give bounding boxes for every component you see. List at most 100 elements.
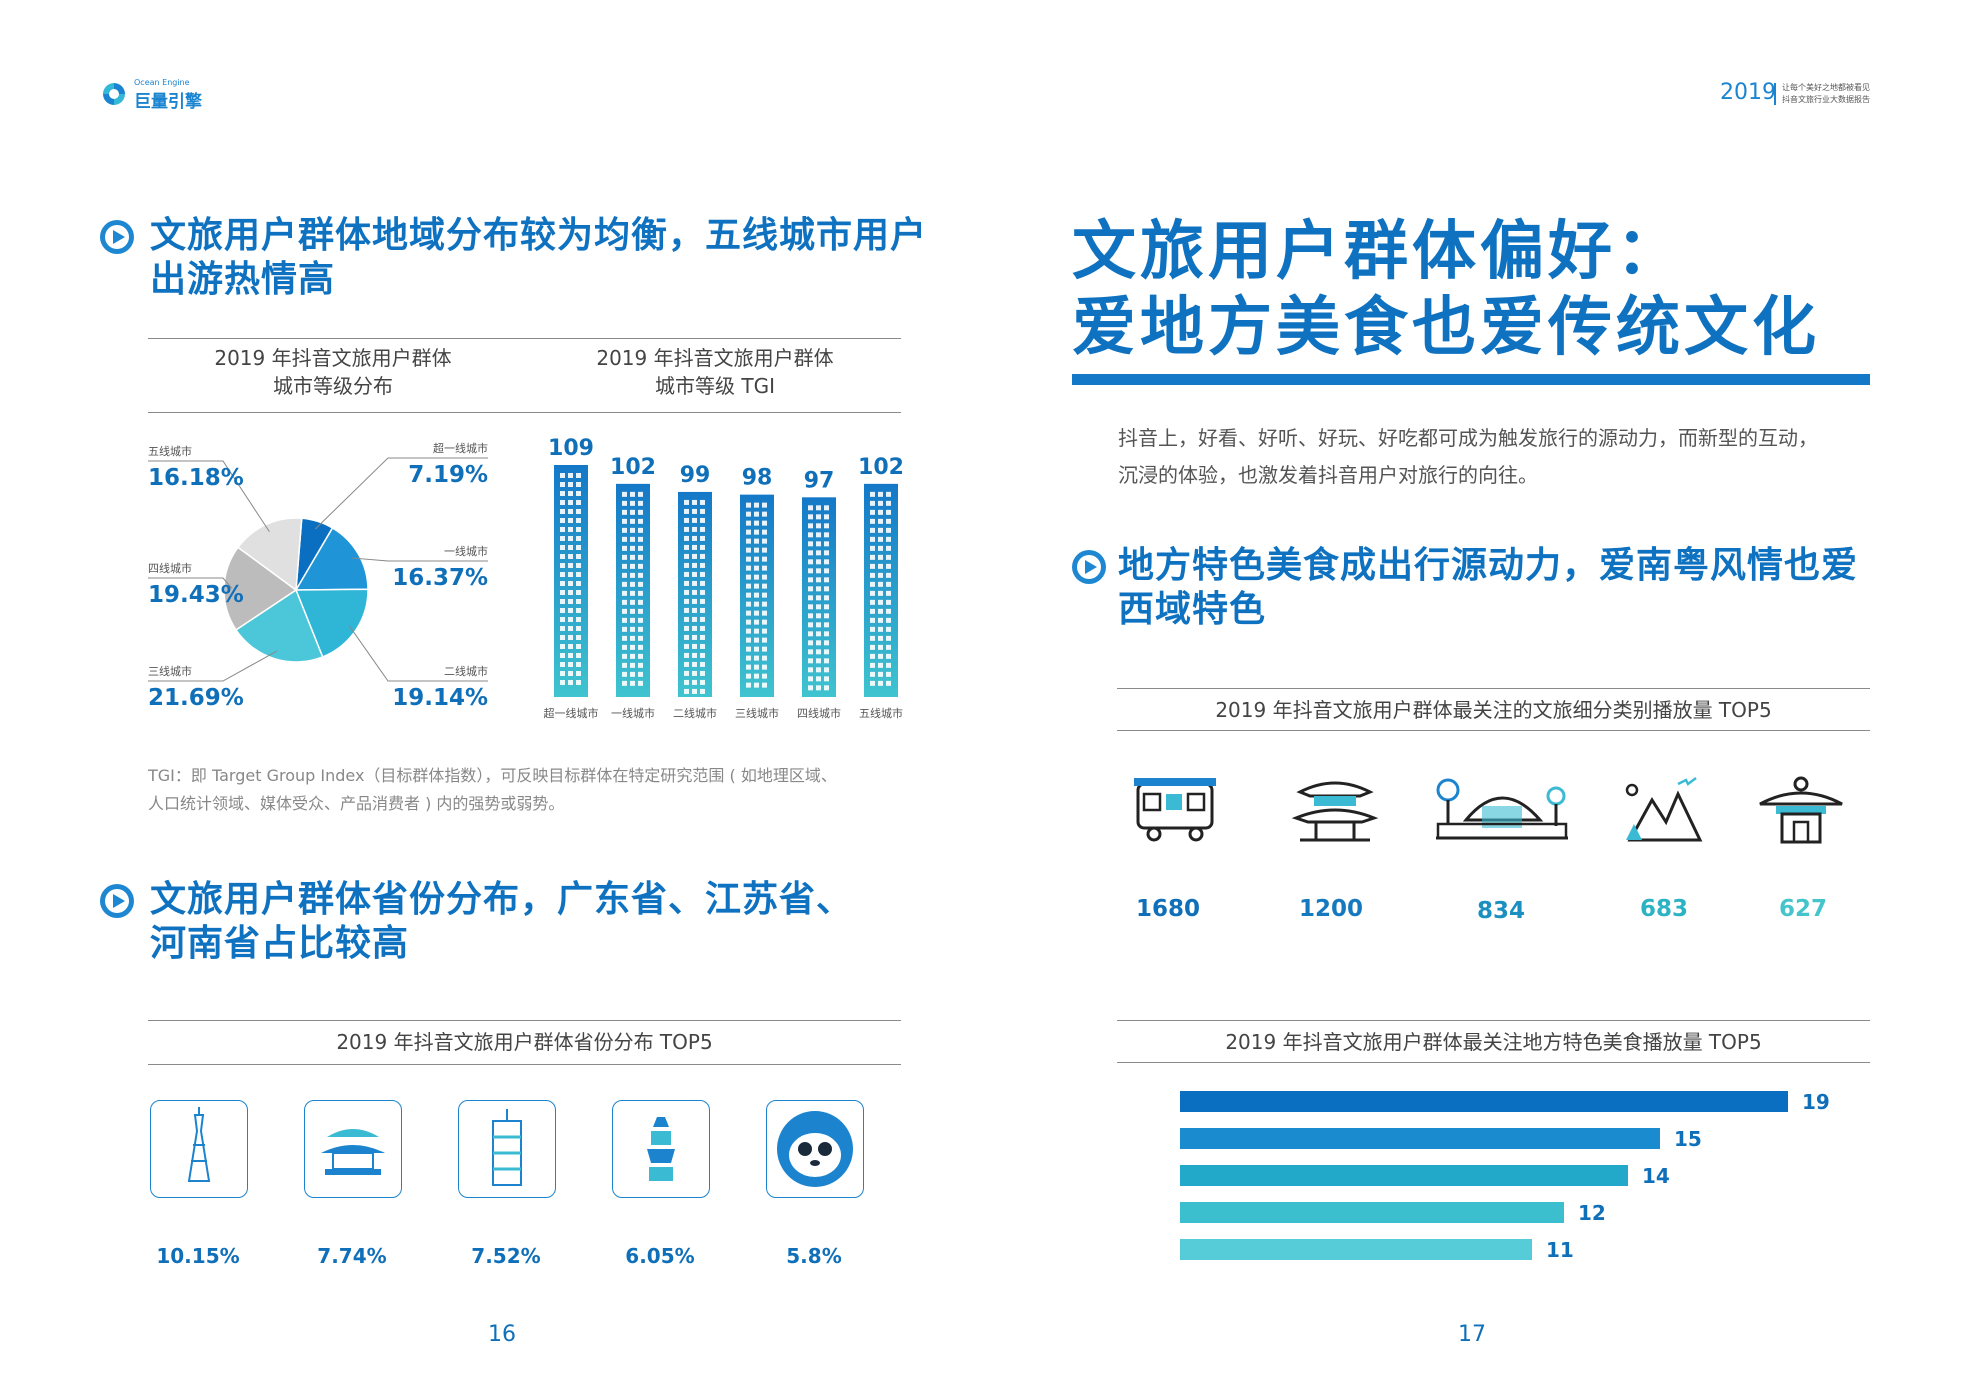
pie-slice [294, 588, 369, 658]
tgi-value-label: 97 [804, 468, 835, 493]
province-value: 7.74% [317, 1244, 387, 1268]
province-tower [458, 1100, 556, 1198]
pie-category-label: 超一线城市 [433, 441, 488, 455]
pie-value-label: 19.14% [392, 685, 488, 711]
main-title-bar [1072, 374, 1870, 385]
pie-category-label: 四线城市 [148, 561, 192, 575]
pie-value-label: 16.37% [392, 565, 488, 591]
category-value: 1200 [1298, 896, 1363, 922]
page-number-right: 17 [1458, 1322, 1486, 1347]
food-bar [1180, 1128, 1660, 1149]
food-bar [1180, 1165, 1628, 1186]
pie-slice [223, 546, 298, 631]
section2-title: 文旅用户群体省份分布，广东省、江苏省、 河南省占比较高 [150, 879, 854, 964]
province-pavilion [304, 1100, 402, 1198]
category-value: 627 [1778, 896, 1827, 922]
category-bottom-rule [1117, 730, 1870, 731]
pagoda-icon [647, 1117, 675, 1181]
food-bar [1180, 1202, 1564, 1223]
city-tier-pie-chart: 超一线城市 7.19% 一线城市 16.37% 二线城市 19.14% 三线城市 21.69%… [148, 441, 488, 711]
tower-building-icon [492, 1109, 522, 1186]
tgi-value-label: 109 [548, 436, 594, 461]
province-canton-tower [150, 1100, 248, 1198]
food-bottom-rule [1117, 1062, 1870, 1063]
pie-value-label: 21.69% [148, 685, 244, 711]
category-value: 1680 [1135, 896, 1200, 922]
pie-leader-line [351, 557, 488, 562]
tgi-category-label: 一线城市 [611, 706, 655, 720]
food-value-label: 15 [1674, 1127, 1702, 1151]
pie-chart-top-rule [148, 338, 901, 339]
tgi-value-label: 102 [858, 455, 904, 480]
food-bar [1180, 1239, 1532, 1260]
tgi-value-label: 98 [742, 466, 773, 491]
header-divider [1774, 83, 1776, 105]
category-chart-title: 2019 年抖音文旅用户群体最关注的文旅细分类别播放量 TOP5 [1215, 698, 1772, 722]
page-number-left: 16 [488, 1322, 516, 1347]
logo-en: Ocean Engine [134, 78, 190, 87]
header-year: 2019 [1720, 80, 1776, 105]
tgi-category-label: 二线城市 [673, 706, 717, 720]
province-bottom-rule [148, 1064, 901, 1065]
tgi-value-label: 99 [680, 463, 711, 488]
pie-category-label: 一线城市 [444, 544, 488, 558]
tram-icon [1134, 778, 1216, 842]
province-pagoda [612, 1100, 710, 1198]
pie-chart-bottom-rule [148, 412, 901, 413]
food-value-label: 12 [1578, 1201, 1606, 1225]
right-section-title: 地方特色美食成出行源动力，爱南粤风情也爱 西域特色 [1118, 545, 1859, 630]
intro-text: 抖音上，好看、好听、好玩、好吃都可成为触发旅行的源动力，而新型的互动， 沉浸的体… [1118, 426, 1818, 487]
pie-leader-line [148, 577, 233, 589]
ocean-engine-logo-icon [103, 83, 125, 105]
pie-slice [294, 526, 369, 591]
logo: Ocean Engine 巨量引擎 [100, 78, 210, 112]
food-value-label: 14 [1642, 1164, 1670, 1188]
section-bullet-icon [1072, 550, 1106, 584]
pie-leader-line [148, 650, 278, 682]
pie-leader-line [148, 460, 270, 533]
food-bar [1180, 1091, 1788, 1112]
food-value-label: 19 [1802, 1090, 1830, 1114]
pie-value-label: 19.43% [148, 582, 244, 608]
pie-category-label: 三线城市 [148, 664, 192, 678]
pie-leader-line [348, 625, 488, 682]
pie-chart-title: 2019 年抖音文旅用户群体 城市等级分布 [214, 346, 452, 398]
park-building-icon [1436, 778, 1568, 840]
logo-cn: 巨量引擎 [134, 92, 202, 112]
tgi-category-label: 三线城市 [735, 706, 779, 720]
mountains-icon [1625, 777, 1703, 842]
province-chart-title: 2019 年抖音文旅用户群体省份分布 TOP5 [336, 1030, 713, 1054]
food-top-rule [1117, 1020, 1870, 1021]
pie-slice [234, 588, 324, 663]
pie-category-label: 二线城市 [444, 664, 488, 678]
header-tagline-2: 抖音文旅行业大数据报告 [1782, 95, 1870, 104]
pie-leader-line [314, 457, 488, 530]
tgi-value-label: 102 [610, 455, 656, 480]
section-bullet-icon [100, 884, 134, 918]
panda-icon [777, 1111, 853, 1187]
province-panda [766, 1100, 864, 1198]
tgi-category-label: 五线城市 [859, 706, 903, 720]
pie-category-label: 五线城市 [148, 444, 192, 458]
section1-title: 文旅用户群体地域分布较为均衡，五线城市用户 出游热情高 [150, 215, 928, 300]
pie-value-label: 7.19% [408, 462, 488, 488]
pie-slice [236, 517, 303, 592]
category-value: 683 [1639, 896, 1688, 922]
food-chart-title: 2019 年抖音文旅用户群体最关注地方特色美食播放量 TOP5 [1225, 1030, 1762, 1054]
tgi-category-label: 超一线城市 [544, 706, 599, 720]
tgi-chart-title: 2019 年抖音文旅用户群体 城市等级 TGI [596, 346, 834, 398]
province-value: 7.52% [471, 1244, 541, 1268]
section-bullet-icon [100, 220, 134, 254]
header-tagline-1: 让每个美好之地都被看见 [1782, 83, 1870, 92]
province-value: 10.15% [156, 1244, 240, 1268]
province-value: 6.05% [625, 1244, 695, 1268]
province-value: 5.8% [786, 1244, 842, 1268]
temple-roof-icon [1759, 776, 1843, 844]
city-tier-tgi-chart: 109 超一线城市 102 一线城市 99 二线城市 98 三线城市 97 四线城市 102 五线城市 [544, 436, 904, 720]
tgi-category-label: 四线城市 [797, 706, 841, 720]
pie-value-label: 16.18% [148, 465, 244, 491]
province-top-rule [148, 1020, 901, 1021]
food-value-label: 11 [1546, 1238, 1574, 1262]
tgi-note: TGI：即 Target Group Index（目标群体指数），可反映目标群体… [148, 766, 837, 813]
